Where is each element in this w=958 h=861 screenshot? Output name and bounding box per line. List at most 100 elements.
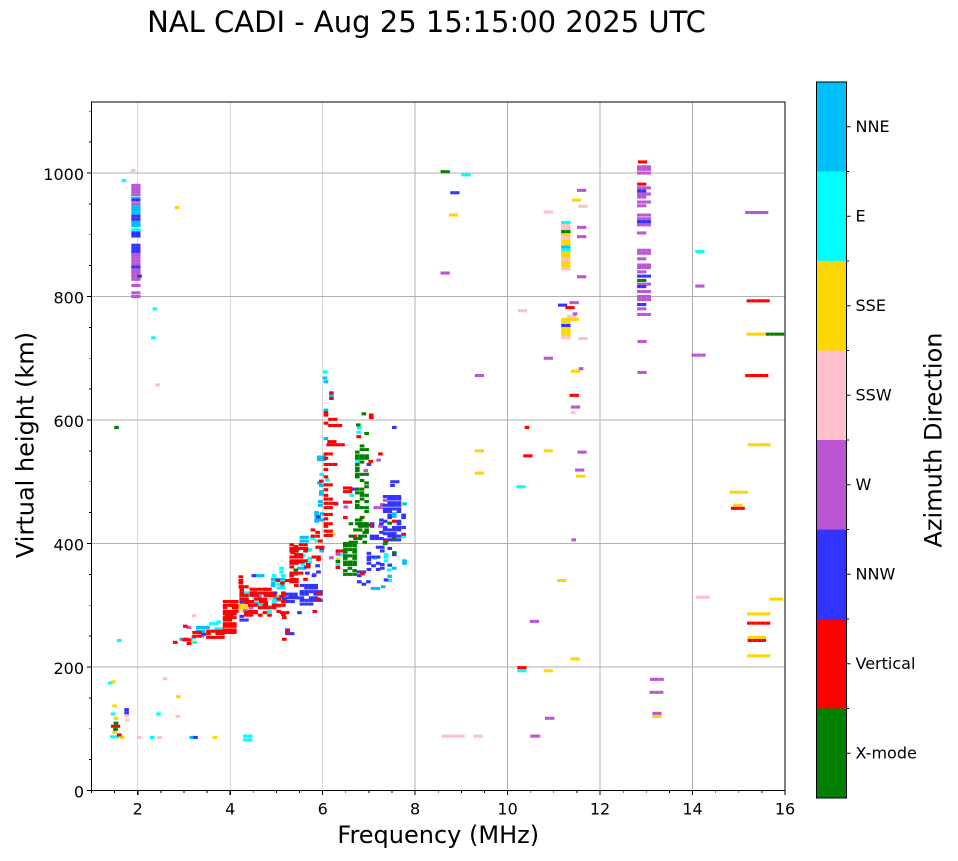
data-point: [359, 506, 365, 510]
data-point: [380, 585, 386, 589]
colorbar-label: E: [856, 207, 866, 226]
data-point: [135, 214, 141, 218]
data-point: [646, 298, 651, 302]
data-point: [279, 566, 284, 570]
data-point: [276, 582, 282, 586]
data-point: [747, 621, 752, 625]
data-point: [343, 542, 348, 546]
data-point: [114, 425, 119, 429]
data-point: [262, 587, 268, 591]
data-point: [561, 267, 566, 271]
data-point: [325, 478, 330, 482]
data-point: [641, 248, 647, 252]
data-point: [294, 571, 299, 575]
data-point: [306, 565, 311, 569]
data-point: [543, 449, 549, 453]
data-point: [359, 497, 365, 501]
data-point: [328, 424, 333, 428]
data-point: [473, 734, 479, 738]
data-point: [251, 574, 257, 578]
data-point: [543, 210, 549, 214]
data-point: [355, 522, 360, 526]
data-point: [268, 591, 273, 595]
data-point: [135, 198, 141, 202]
y-tick-label: 400: [53, 535, 84, 554]
data-point: [227, 618, 233, 622]
data-point: [135, 208, 141, 212]
data-point: [561, 230, 566, 234]
colorbar: NNE E SSE SSW W NNW Vertical X-mode: [816, 81, 917, 799]
data-point: [356, 570, 362, 574]
data-point: [315, 518, 320, 522]
data-point: [343, 572, 348, 576]
data-point: [114, 735, 120, 739]
data-point: [124, 718, 130, 722]
data-point: [641, 223, 647, 227]
data-point: [335, 559, 341, 563]
data-point: [649, 690, 655, 694]
data-point: [110, 724, 116, 728]
data-point: [641, 167, 647, 171]
data-point: [561, 248, 566, 252]
data-point: [370, 587, 376, 591]
data-point: [565, 245, 571, 249]
data-point: [137, 274, 142, 278]
data-point: [131, 190, 136, 194]
data-point: [289, 577, 295, 581]
data-point: [131, 271, 136, 275]
data-point: [387, 497, 393, 501]
data-point: [641, 307, 647, 311]
data-point: [691, 353, 697, 357]
data-point: [359, 491, 365, 495]
data-point: [331, 443, 336, 447]
data-point: [313, 598, 319, 602]
data-point: [276, 597, 282, 601]
data-point: [521, 666, 527, 670]
data-point: [696, 353, 701, 357]
data-point: [396, 503, 402, 507]
data-point: [282, 616, 287, 620]
data-point: [315, 545, 320, 549]
data-point: [446, 734, 451, 738]
data-point: [328, 462, 333, 466]
data-point: [254, 597, 259, 601]
data-point: [730, 506, 736, 510]
data-point: [186, 642, 192, 646]
data-point: [641, 195, 647, 199]
data-point: [570, 411, 576, 415]
data-point: [131, 262, 136, 266]
data-point: [517, 309, 523, 313]
data-point: [524, 425, 530, 429]
data-point: [124, 714, 129, 718]
data-point: [565, 267, 571, 271]
data-point: [521, 669, 527, 673]
data-point: [328, 501, 333, 505]
data-point: [239, 618, 245, 622]
data-point: [323, 483, 329, 487]
data-point: [294, 580, 299, 584]
data-point: [402, 559, 407, 563]
data-point: [646, 290, 651, 294]
data-point: [313, 592, 319, 596]
data-point: [746, 332, 752, 336]
data-point: [272, 591, 278, 595]
data-point: [561, 261, 566, 265]
data-point: [401, 513, 406, 517]
data-point: [359, 493, 365, 497]
data-point: [316, 570, 321, 574]
data-point: [382, 519, 388, 523]
data-point: [299, 596, 305, 600]
data-point: [646, 251, 651, 255]
data-point: [267, 593, 272, 597]
data-point: [548, 356, 553, 360]
data-point: [575, 405, 581, 409]
data-point: [281, 603, 286, 607]
data-point: [329, 393, 334, 397]
data-point: [329, 396, 334, 400]
data-point: [289, 565, 295, 569]
data-point: [283, 592, 289, 596]
data-point: [450, 734, 456, 738]
data-point: [304, 590, 309, 594]
data-point: [392, 528, 397, 532]
data-point: [328, 452, 333, 456]
